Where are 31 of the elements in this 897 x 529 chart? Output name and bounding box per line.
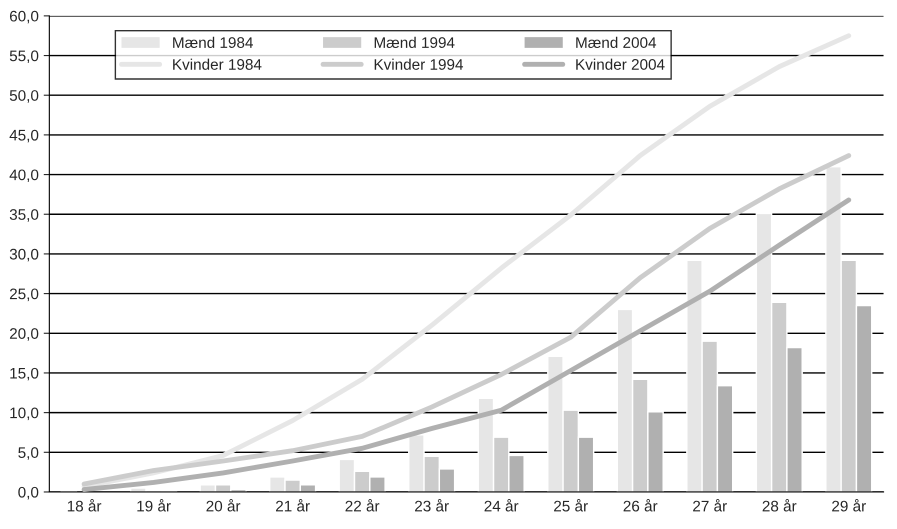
y-tick-label: 0,0	[18, 486, 38, 500]
y-tick-label: 5,0	[18, 447, 38, 460]
x-tick-label: 25 år	[554, 499, 588, 512]
y-tick-label: 50,0	[10, 90, 38, 103]
x-tick-label: 20 år	[206, 499, 240, 512]
y-tick-label: 60,0	[10, 10, 38, 24]
x-tick-label: 24 år	[484, 499, 518, 512]
y-tick-label: 40,0	[10, 169, 38, 182]
legend-label: Mænd 2004	[576, 36, 656, 48]
x-tick-label: 26 år	[624, 499, 658, 512]
y-tick-label: 15,0	[10, 368, 38, 380]
legend-label: Mænd 1984	[173, 36, 253, 48]
y-tick-label: 35,0	[10, 209, 38, 222]
y-tick-label: 55,0	[10, 50, 38, 64]
legend-label: Kvinder 1984	[173, 58, 262, 70]
x-tick-label: 28 år	[762, 499, 796, 512]
y-tick-label: 30,0	[10, 248, 38, 262]
y-tick-label: 25,0	[10, 288, 38, 302]
x-tick-label: 21 år	[276, 499, 310, 512]
x-tick-label: 29 år	[832, 499, 866, 512]
legend-label: Kvinder 1994	[374, 58, 464, 70]
y-tick-label: 20,0	[10, 328, 38, 341]
x-tick-label: 27 år	[693, 499, 727, 512]
x-tick-label: 22 år	[346, 499, 380, 512]
x-tick-label: 19 år	[137, 499, 171, 512]
y-tick-label: 45,0	[10, 130, 38, 142]
legend-label: Kvinder 2004	[576, 58, 665, 70]
x-tick-label: 18 år	[68, 499, 102, 512]
legend-label: Mænd 1994	[374, 36, 455, 48]
y-tick-label: 10,0	[10, 407, 38, 420]
x-tick-label: 23 år	[415, 499, 449, 512]
